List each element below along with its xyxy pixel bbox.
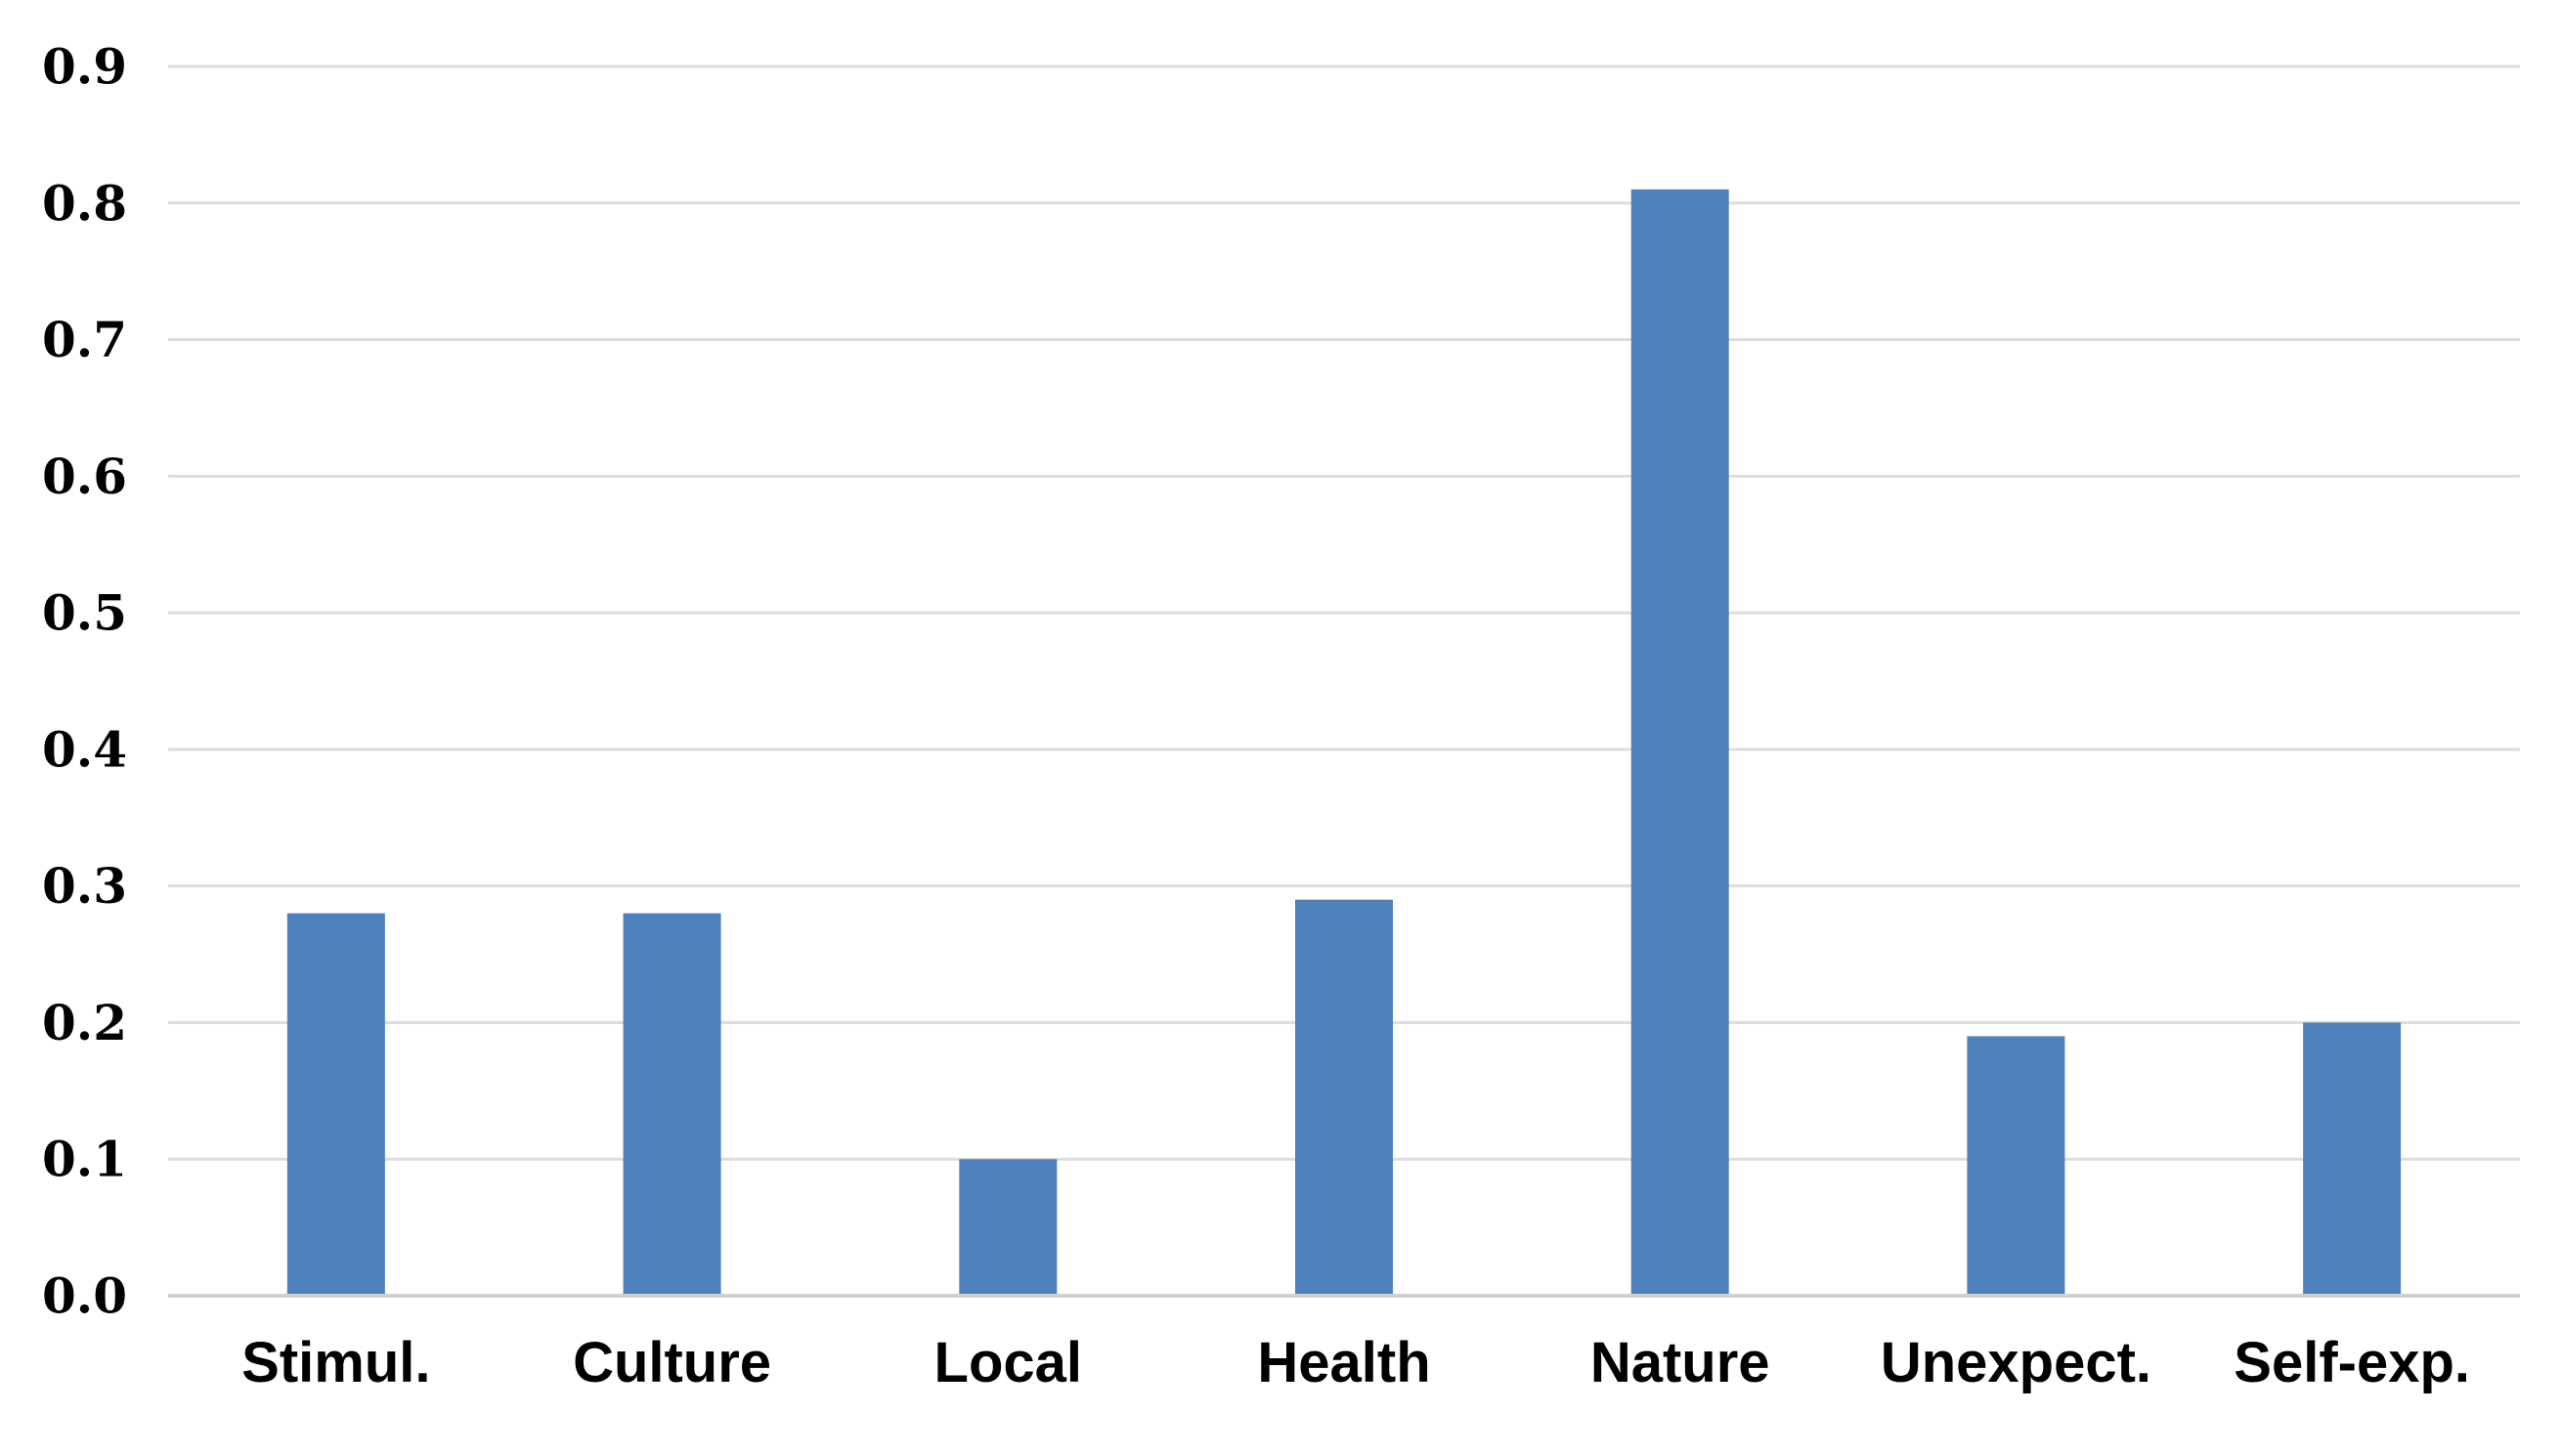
bar-local (959, 1159, 1058, 1296)
y-axis-tick-labels: 0.0 0.1 0.2 0.3 0.4 0.5 0.6 0.7 0.8 0.9 (42, 38, 127, 1325)
y-tick-label: 0.0 (42, 1267, 127, 1325)
bar-stimul (286, 913, 385, 1296)
bar-culture (623, 913, 721, 1296)
y-tick-label: 0.6 (42, 448, 127, 505)
x-tick-label: Self-exp. (2234, 1331, 2470, 1394)
x-tick-label: Health (1257, 1331, 1430, 1394)
y-tick-label: 0.3 (42, 857, 127, 915)
y-tick-label: 0.2 (42, 994, 127, 1051)
gridlines (168, 64, 2520, 1161)
x-tick-label: Culture (573, 1331, 771, 1394)
y-tick-label: 0.5 (42, 584, 127, 642)
bar-health (1295, 899, 1393, 1296)
bar-nature (1630, 189, 1729, 1296)
x-tick-label: Unexpect. (1881, 1331, 2151, 1394)
y-tick-label: 0.9 (42, 38, 127, 96)
y-tick-label: 0.8 (42, 174, 127, 232)
x-tick-label: Nature (1590, 1331, 1770, 1394)
x-axis-tick-labels: Stimul. Culture Local Health Nature Unexpect.… (241, 1331, 2470, 1394)
y-tick-label: 0.4 (42, 720, 127, 778)
bar-unexpect (1967, 1036, 2065, 1296)
y-tick-label: 0.1 (42, 1131, 127, 1188)
y-tick-label: 0.7 (42, 311, 127, 368)
bar-self-exp (2303, 1022, 2402, 1296)
x-tick-label: Local (934, 1331, 1083, 1394)
bars (286, 189, 2402, 1296)
x-tick-label: Stimul. (241, 1331, 430, 1394)
